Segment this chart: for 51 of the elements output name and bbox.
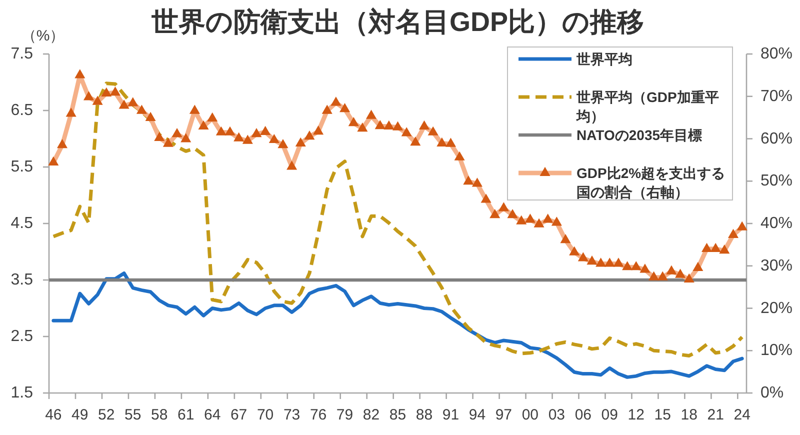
x-tick-label: 88 xyxy=(416,406,433,424)
x-tick-label: 12 xyxy=(628,406,644,424)
x-tick-label: 97 xyxy=(495,406,512,424)
x-tick-label: 15 xyxy=(654,406,671,424)
y2-tick-label: 50% xyxy=(760,172,793,190)
legend-label: NATOの2035年目標 xyxy=(576,127,702,143)
x-tick-label: 18 xyxy=(680,406,698,424)
x-tick-label: 00 xyxy=(522,406,539,424)
y2-tick-label: 30% xyxy=(760,257,793,274)
y-axis-title: （%） xyxy=(21,28,65,44)
y-tick-label: 5.5 xyxy=(10,158,34,176)
y2-tick-label: 70% xyxy=(760,88,793,105)
x-tick-label: 73 xyxy=(283,406,300,424)
x-tick-label: 85 xyxy=(389,406,406,424)
line-series xyxy=(52,271,744,379)
x-tick-label: 61 xyxy=(178,406,194,424)
x-tick-label: 03 xyxy=(548,406,566,424)
y2-tick-label: 0% xyxy=(760,384,784,402)
x-tick-label: 82 xyxy=(362,406,380,424)
legend-label: 世界平均 xyxy=(576,51,632,67)
x-tick-label: 58 xyxy=(151,406,168,424)
x-tick-label: 76 xyxy=(310,406,327,424)
x-tick-label: 49 xyxy=(72,406,88,424)
x-tick-label: 94 xyxy=(468,406,486,424)
chart-title: 世界の防衛支出（対名目GDP比）の推移 xyxy=(150,7,644,37)
line-series xyxy=(52,82,744,358)
x-tick-label: 79 xyxy=(336,406,354,424)
x-tick-label: 70 xyxy=(256,406,274,424)
x-tick-label: 91 xyxy=(442,406,460,424)
x-tick-label: 55 xyxy=(124,406,142,424)
y-tick-label: 6.5 xyxy=(10,102,34,119)
legend-label: 世界平均（GDP加重平均） xyxy=(576,89,719,124)
x-tick-label: 64 xyxy=(204,406,221,424)
y-tick-label: 3.5 xyxy=(10,272,34,288)
x-tick-label: 09 xyxy=(601,406,618,424)
x-tick-label: 46 xyxy=(45,406,62,424)
y2-tick-label: 60% xyxy=(760,130,793,148)
x-tick-label: 21 xyxy=(707,406,724,424)
y-tick-label: 2.5 xyxy=(10,328,34,345)
y2-tick-label: 40% xyxy=(760,215,793,232)
x-tick-label: 67 xyxy=(230,406,248,424)
x-tick-label: 06 xyxy=(574,406,592,424)
y2-tick-label: 10% xyxy=(760,342,793,360)
x-tick-label: 52 xyxy=(98,406,115,424)
y2-tick-label: 20% xyxy=(760,300,793,317)
legend-label: GDP比2%超を支出する国の割合（右軸） xyxy=(576,165,726,200)
x-tick-label: 24 xyxy=(734,406,750,424)
y-tick-label: 1.5 xyxy=(10,384,34,402)
y-tick-label: 7.5 xyxy=(10,46,34,62)
y-tick-label: 4.5 xyxy=(10,215,34,232)
y2-tick-label: 80% xyxy=(760,46,793,62)
